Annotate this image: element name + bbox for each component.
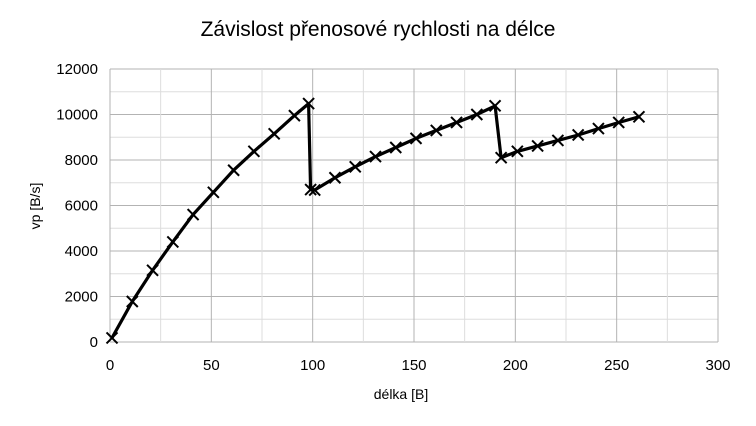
marker-stroke [632, 110, 646, 123]
data-point-marker [531, 139, 544, 153]
marker-stroke [571, 128, 585, 142]
data-point-marker [612, 116, 625, 129]
marker-stroke [450, 116, 463, 129]
x-tick-label: 50 [203, 357, 220, 374]
x-axis-title: délka [B] [374, 386, 428, 402]
data-point-marker [328, 171, 342, 184]
y-tick-label: 12000 [56, 61, 98, 78]
x-tick-label: 0 [106, 357, 114, 374]
x-tick-label: 300 [705, 357, 730, 374]
data-point-marker [267, 127, 281, 141]
marker-stroke [105, 331, 119, 345]
data-point-marker [430, 124, 443, 137]
marker-stroke [488, 99, 502, 113]
data-point-marker [494, 151, 508, 164]
data-point-marker [632, 110, 646, 123]
data-point-marker [389, 141, 402, 154]
marker-stroke [531, 139, 544, 153]
data-point-marker [105, 331, 119, 345]
data-point-marker [488, 99, 502, 113]
marker-stroke [470, 108, 484, 121]
marker-stroke [146, 264, 159, 277]
data-point-marker [450, 116, 463, 129]
data-point-marker [126, 295, 139, 308]
data-point-marker [304, 183, 317, 196]
marker-stroke [511, 145, 524, 158]
marker-stroke [328, 171, 342, 184]
data-point-marker [592, 122, 605, 135]
y-axis-title: vp [B/s] [27, 183, 43, 230]
marker-stroke [308, 183, 321, 197]
marker-stroke [267, 127, 281, 141]
x-tick-label: 200 [503, 357, 528, 374]
data-point-marker [166, 235, 180, 249]
marker-stroke [288, 109, 301, 122]
y-tick-label: 8000 [65, 152, 98, 169]
marker-stroke [612, 116, 625, 129]
data-point-marker [247, 145, 261, 158]
marker-stroke [409, 132, 423, 145]
marker-stroke [166, 235, 180, 249]
y-tick-label: 10000 [56, 107, 98, 124]
x-tick-label: 250 [604, 357, 629, 374]
data-point-marker [288, 109, 301, 122]
marker-stroke [349, 160, 362, 174]
marker-stroke [369, 150, 382, 163]
data-point-marker [302, 97, 315, 110]
x-axis-ticks: 0 50 100 150 200 250 300 [106, 357, 731, 374]
data-point-marker [470, 108, 484, 121]
x-tick-label: 150 [401, 357, 426, 374]
marker-stroke [494, 151, 508, 164]
y-axis-ticks: 0 2000 4000 6000 8000 10000 12000 [56, 61, 98, 351]
y-tick-label: 6000 [65, 198, 98, 215]
data-point-marker [409, 132, 423, 145]
data-point-marker [551, 134, 565, 147]
chart-title: Závislost přenosové rychlosti na délce [200, 18, 556, 41]
data-point-marker [571, 128, 585, 142]
data-point-marker [207, 186, 220, 199]
marker-stroke [430, 124, 443, 137]
y-tick-label: 0 [90, 334, 98, 351]
marker-stroke [126, 295, 139, 308]
marker-stroke [227, 164, 240, 177]
marker-stroke [186, 208, 200, 221]
data-point-marker [349, 160, 362, 174]
data-point-marker [227, 164, 240, 177]
series-markers [105, 97, 646, 345]
data-point-marker [186, 208, 200, 221]
marker-stroke [302, 97, 315, 110]
marker-stroke [592, 122, 605, 135]
marker-stroke [551, 134, 565, 147]
y-tick-label: 2000 [65, 289, 98, 306]
marker-stroke [389, 141, 402, 154]
data-point-marker [369, 150, 382, 163]
data-point-marker [146, 264, 159, 277]
y-tick-label: 4000 [65, 243, 98, 260]
x-tick-label: 100 [300, 357, 325, 374]
marker-stroke [247, 145, 261, 158]
marker-stroke [304, 183, 317, 196]
marker-stroke [207, 186, 220, 199]
data-point-marker [511, 145, 524, 158]
data-point-marker [308, 183, 321, 197]
